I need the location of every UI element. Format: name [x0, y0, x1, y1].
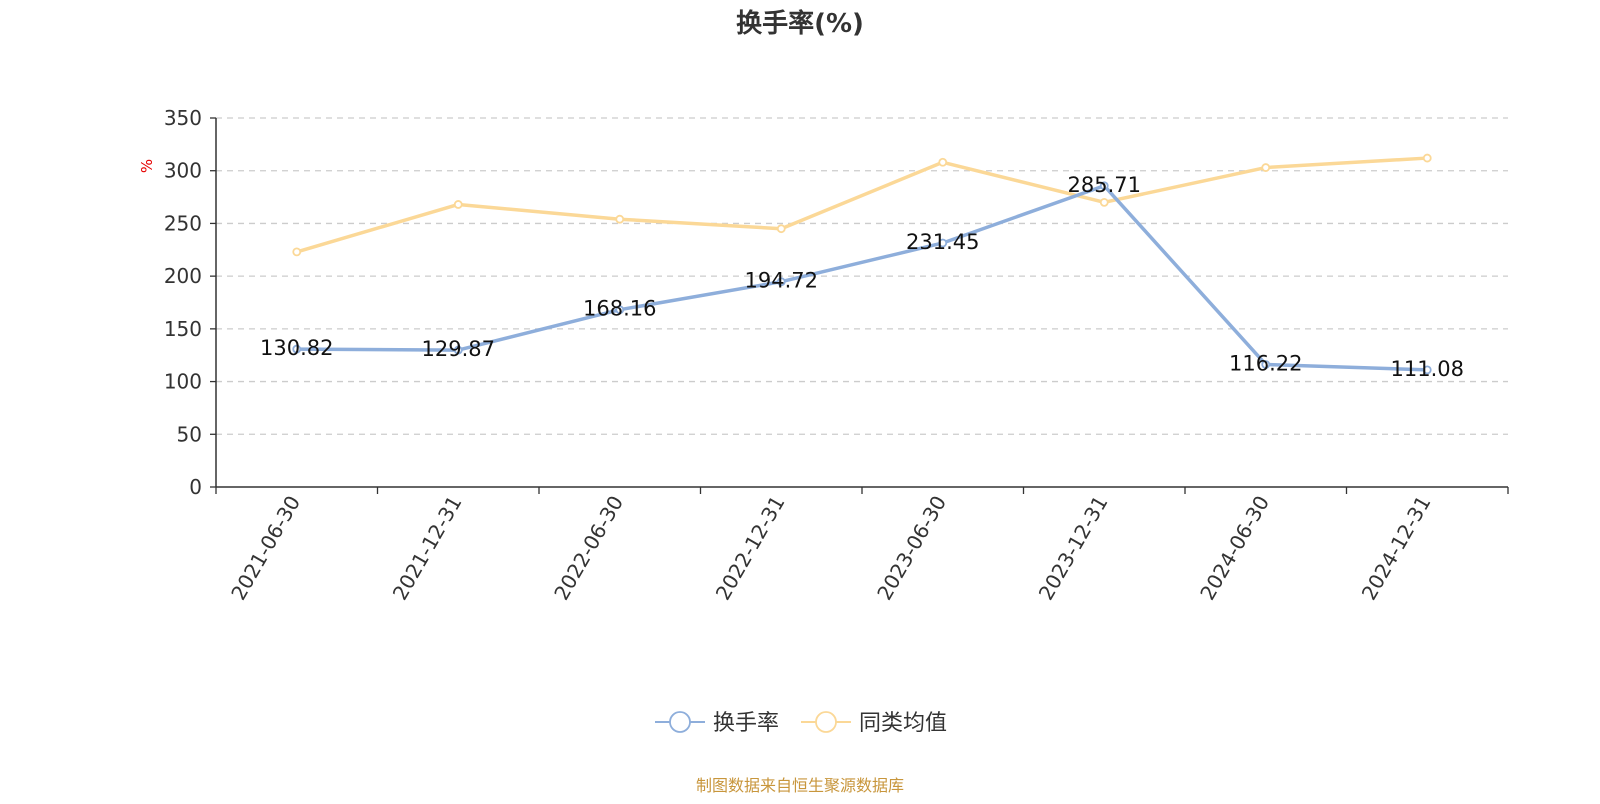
data-label: 168.16	[583, 297, 656, 321]
x-tick-label: 2021-12-31	[388, 492, 467, 605]
data-label: 129.87	[422, 337, 495, 361]
data-point[interactable]	[615, 214, 625, 224]
data-point[interactable]	[938, 238, 948, 248]
series-line-2	[296, 156, 1428, 254]
data-point[interactable]	[1099, 181, 1109, 191]
data-point[interactable]	[1261, 360, 1271, 369]
legend-label: 同类均值	[859, 711, 947, 736]
data-label: 116.22	[1229, 351, 1302, 375]
data-point[interactable]	[1422, 153, 1432, 163]
y-axis-unit: %	[138, 159, 156, 173]
data-label: 111.08	[1391, 357, 1464, 381]
legend-marker-icon	[815, 711, 837, 733]
data-labels: 130.82 129.87 168.16 194.72 231.45 285.71 116.…	[260, 173, 1464, 381]
data-point[interactable]	[776, 224, 786, 234]
legend-label: 换手率	[713, 711, 779, 736]
y-tick-label: 150	[164, 317, 202, 341]
chart-title: 换手率(%)	[736, 8, 864, 39]
legend-marker-icon	[669, 711, 691, 733]
x-tick-label: 2024-12-31	[1357, 492, 1436, 605]
legend-item-1[interactable]: 换手率	[655, 711, 779, 736]
data-point[interactable]	[453, 345, 463, 355]
y-tick-label: 50	[177, 422, 202, 446]
data-label: 285.71	[1068, 173, 1141, 197]
x-tick-label: 2021-06-30	[226, 492, 305, 605]
data-label: 194.72	[745, 269, 818, 293]
data-point[interactable]	[1422, 365, 1432, 375]
data-point[interactable]	[938, 157, 948, 167]
data-point[interactable]	[292, 247, 302, 257]
data-label: 130.82	[260, 336, 333, 360]
series-lines	[292, 153, 1432, 375]
data-point[interactable]	[615, 305, 625, 315]
data-point[interactable]	[292, 344, 302, 354]
series-2	[292, 153, 1432, 257]
y-tick-label: 200	[164, 264, 202, 288]
y-tick-label: 350	[164, 106, 202, 130]
y-tick-label: 250	[164, 211, 202, 235]
axes: 0 50 100 150 200 250 300 350 2021-06-30 2021-12-3…	[164, 106, 1509, 605]
x-tick-label: 2023-06-30	[872, 492, 951, 605]
legend-item-2[interactable]: 同类均值	[801, 711, 947, 736]
x-tick-label: 2023-12-31	[1034, 492, 1113, 605]
y-tick-label: 300	[164, 159, 202, 183]
x-tick-label: 2024-06-30	[1195, 492, 1274, 605]
x-tick-label: 2022-06-30	[549, 492, 628, 605]
data-label: 231.45	[906, 230, 979, 254]
data-point[interactable]	[453, 200, 463, 209]
data-point[interactable]	[1099, 197, 1109, 207]
legend[interactable]: 换手率 同类均值	[655, 711, 947, 736]
source-note: 制图数据来自恒生聚源数据库	[696, 776, 904, 795]
series-1	[292, 181, 1432, 375]
x-tick-label: 2022-12-31	[711, 492, 790, 605]
y-tick-label: 100	[164, 370, 202, 394]
series-line-1	[296, 184, 1428, 372]
y-tick-label: 0	[189, 475, 202, 499]
data-point[interactable]	[1261, 163, 1271, 172]
data-point[interactable]	[776, 277, 786, 287]
